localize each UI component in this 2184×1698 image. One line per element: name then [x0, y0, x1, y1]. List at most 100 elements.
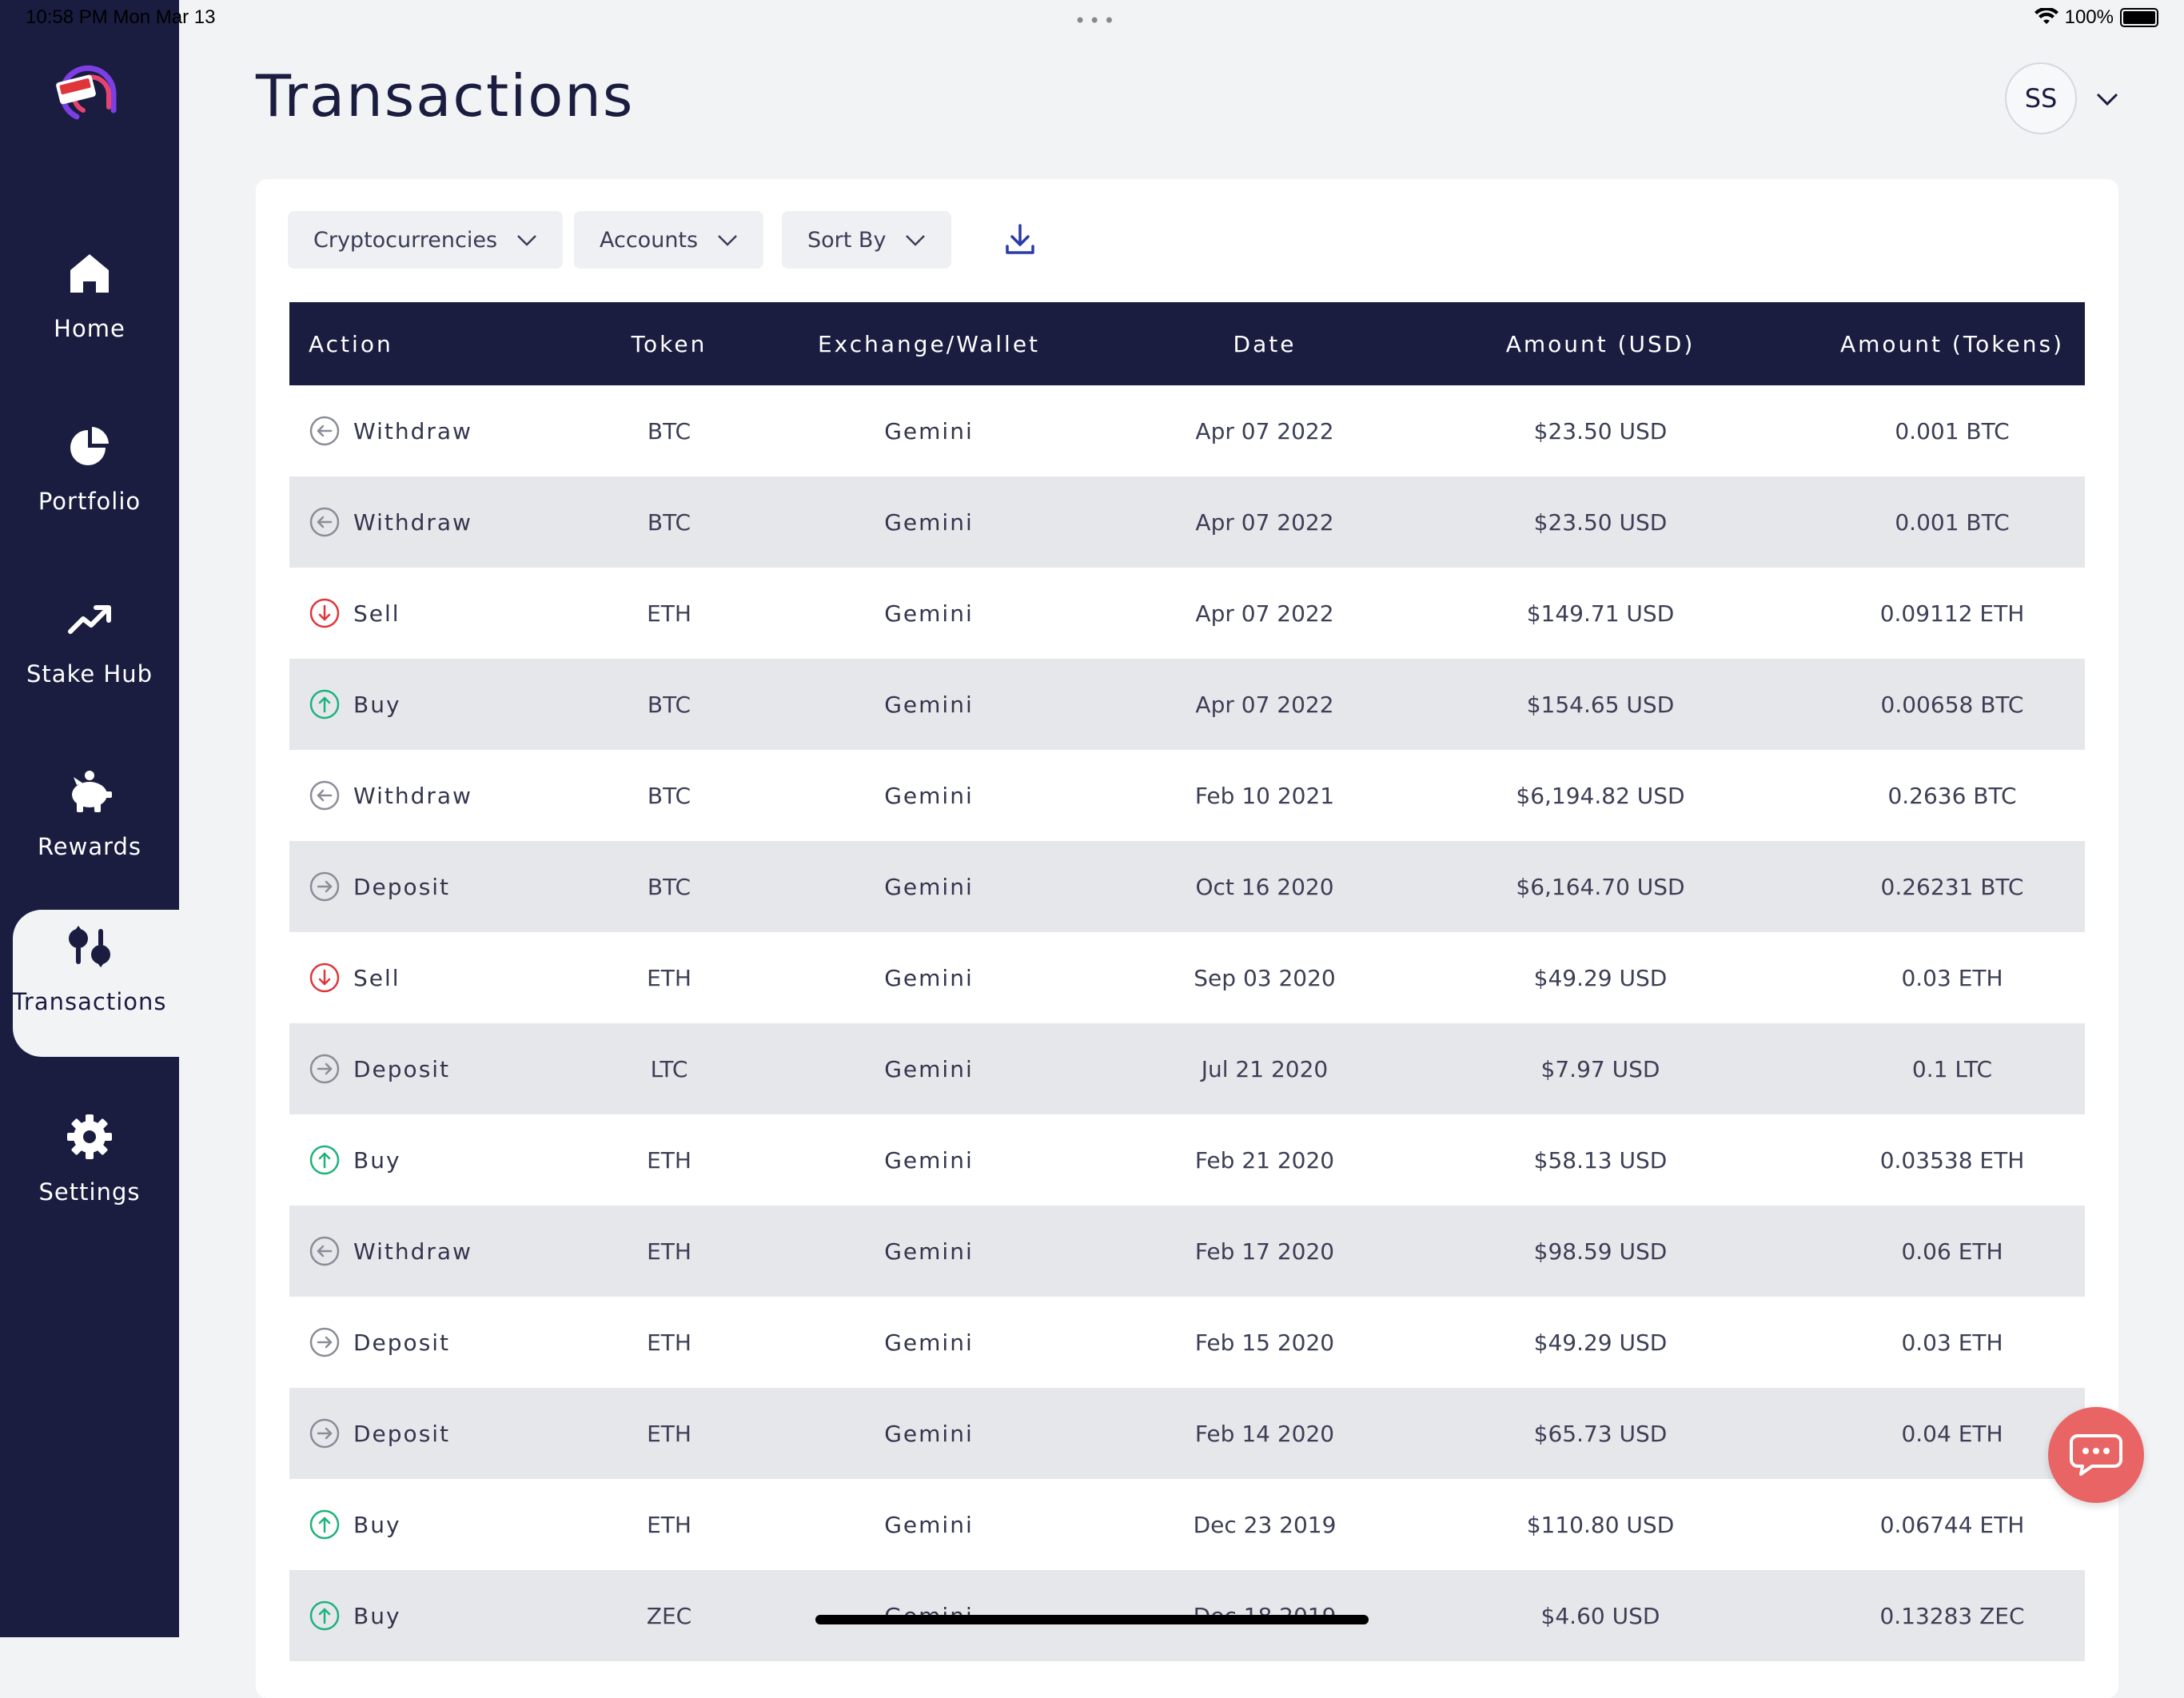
table-row[interactable]: Buy BTC Gemini Apr 07 2022 $154.65 USD 0.0065… — [289, 659, 2085, 750]
cell-amount-tokens: 0.001 BTC — [1895, 508, 2010, 536]
table-row[interactable]: Withdraw BTC Gemini Apr 07 2022 $23.50 USD 0.… — [289, 476, 2085, 568]
cell-token: ETH — [647, 1146, 691, 1174]
table-row[interactable]: Deposit ETH Gemini Feb 14 2020 $65.73 USD 0.0… — [289, 1388, 2085, 1479]
table-row[interactable]: Sell ETH Gemini Sep 03 2020 $49.29 USD 0.03 E… — [289, 932, 2085, 1023]
app-logo[interactable] — [53, 61, 126, 128]
cell-amount-tokens: 0.06 ETH — [1901, 1238, 2003, 1265]
cell-exchange: Gemini — [884, 1511, 974, 1538]
cell-amount-usd: $7.97 USD — [1540, 1055, 1660, 1082]
table-row[interactable]: Withdraw BTC Gemini Apr 07 2022 $23.50 USD 0.… — [289, 385, 2085, 476]
cell-amount-tokens: 0.03 ETH — [1901, 1329, 2003, 1356]
column-header-date[interactable]: Date — [1233, 330, 1297, 357]
cell-action: Buy — [309, 1479, 596, 1570]
nav-home[interactable]: Home — [0, 237, 179, 384]
multitasking-dots-icon[interactable]: ••• — [1074, 10, 1118, 32]
cell-date: Sep 03 2020 — [1194, 964, 1336, 991]
cell-token: ETH — [647, 1329, 691, 1356]
cell-token: BTC — [647, 782, 691, 809]
action-label: Withdraw — [353, 508, 472, 536]
cell-action: Buy — [309, 1114, 596, 1206]
cell-date: Oct 16 2020 — [1195, 873, 1334, 900]
cell-date: Feb 14 2020 — [1194, 1420, 1335, 1447]
action-label: Buy — [353, 691, 401, 718]
cell-amount-usd: $49.29 USD — [1533, 964, 1668, 991]
cell-date: Jul 21 2020 — [1201, 1055, 1329, 1082]
cell-exchange: Gemini — [884, 1329, 974, 1356]
trend-up-icon — [68, 605, 111, 634]
action-label: Sell — [353, 600, 401, 627]
column-header-action[interactable]: Action — [309, 330, 393, 357]
piggy-bank-icon — [72, 771, 112, 812]
cell-amount-tokens: 0.03 ETH — [1901, 964, 2003, 991]
table-row[interactable]: Deposit ETH Gemini Feb 15 2020 $49.29 USD 0.0… — [289, 1297, 2085, 1388]
cell-action: Deposit — [309, 1297, 596, 1388]
arrow-right-circle-icon — [309, 1327, 340, 1357]
column-header-exchange[interactable]: Exchange/Wallet — [817, 330, 1041, 357]
cell-amount-usd: $23.50 USD — [1533, 417, 1668, 444]
cell-action: Withdraw — [309, 385, 596, 476]
nav-settings-label: Settings — [38, 1178, 141, 1206]
action-label: Deposit — [353, 1420, 451, 1447]
cell-token: BTC — [647, 417, 691, 444]
table-row[interactable]: Withdraw BTC Gemini Feb 10 2021 $6,194.82 US… — [289, 750, 2085, 841]
cell-token: ETH — [647, 1420, 691, 1447]
accounts-dropdown[interactable]: Accounts — [574, 211, 764, 269]
sort-by-dropdown[interactable]: Sort By — [782, 211, 952, 269]
table-row[interactable]: Buy ETH Gemini Feb 21 2020 $58.13 USD 0.03538… — [289, 1114, 2085, 1206]
cell-exchange: Gemini — [884, 873, 974, 900]
pie-chart-icon — [70, 427, 109, 465]
nav-rewards-label: Rewards — [37, 833, 142, 860]
action-label: Deposit — [353, 1329, 451, 1356]
home-indicator[interactable] — [815, 1615, 1369, 1624]
battery-percent: 100% — [2064, 6, 2114, 28]
table-row[interactable]: Deposit LTC Gemini Jul 21 2020 $7.97 USD 0.1 … — [289, 1023, 2085, 1114]
nav-stake-hub[interactable]: Stake Hub — [0, 582, 179, 729]
cell-token: BTC — [647, 508, 691, 536]
table-row[interactable]: Withdraw ETH Gemini Feb 17 2020 $98.59 USD 0.… — [289, 1206, 2085, 1297]
cell-action: Sell — [309, 932, 596, 1023]
cell-amount-usd: $58.13 USD — [1533, 1146, 1668, 1174]
nav-settings[interactable]: Settings — [0, 1100, 179, 1247]
column-header-amount-tokens[interactable]: Amount (Tokens) — [1839, 330, 2065, 357]
cell-date: Feb 21 2020 — [1194, 1146, 1335, 1174]
cell-exchange: Gemini — [884, 1420, 974, 1447]
cryptocurrencies-dropdown[interactable]: Cryptocurrencies — [288, 211, 564, 269]
nav-transactions[interactable]: Transactions — [12, 910, 179, 1057]
nav-home-label: Home — [54, 315, 126, 342]
cell-action: Deposit — [309, 1388, 596, 1479]
cell-exchange: Gemini — [884, 782, 974, 809]
cell-exchange: Gemini — [884, 691, 974, 718]
logo-icon — [56, 65, 117, 120]
arrow-up-circle-icon — [309, 1509, 340, 1540]
table-row[interactable]: Deposit BTC Gemini Oct 16 2020 $6,164.70 USD… — [289, 841, 2085, 932]
table-row[interactable]: Sell ETH Gemini Apr 07 2022 $149.71 USD 0.091… — [289, 568, 2085, 659]
table-row[interactable]: Buy ETH Gemini Dec 23 2019 $110.80 USD 0.0674… — [289, 1479, 2085, 1570]
column-header-amount-usd[interactable]: Amount (USD) — [1505, 330, 1696, 357]
arrow-left-circle-icon — [309, 1236, 340, 1266]
nav-portfolio[interactable]: Portfolio — [0, 409, 179, 556]
chevron-down-icon[interactable] — [2091, 83, 2123, 115]
action-label: Sell — [353, 964, 401, 991]
download-icon[interactable] — [1002, 222, 1038, 257]
action-label: Withdraw — [353, 1238, 472, 1265]
column-header-token[interactable]: Token — [631, 330, 707, 357]
cell-amount-usd: $23.50 USD — [1533, 508, 1668, 536]
cell-token: LTC — [650, 1055, 688, 1082]
avatar[interactable]: SS — [2005, 62, 2077, 134]
nav-rewards[interactable]: Rewards — [0, 755, 179, 902]
chevron-down-icon — [517, 235, 536, 246]
cell-date: Apr 07 2022 — [1195, 417, 1334, 444]
cell-amount-tokens: 0.13283 ZEC — [1879, 1602, 2025, 1629]
cell-amount-usd: $149.71 USD — [1526, 600, 1675, 627]
nav-stake-hub-label: Stake Hub — [26, 660, 153, 688]
cell-date: Dec 23 2019 — [1193, 1511, 1337, 1538]
cell-date: Feb 10 2021 — [1194, 782, 1335, 809]
cell-action: Buy — [309, 1570, 596, 1661]
table-header: Action Token Exchange/Wallet Date Amount… — [289, 302, 2085, 385]
cell-amount-tokens: 0.2636 BTC — [1887, 782, 2017, 809]
arrow-up-circle-icon — [309, 1600, 340, 1631]
arrow-left-circle-icon — [309, 780, 340, 811]
cell-amount-tokens: 0.1 LTC — [1911, 1055, 1993, 1082]
action-label: Withdraw — [353, 417, 472, 444]
chat-button[interactable] — [2048, 1407, 2144, 1503]
